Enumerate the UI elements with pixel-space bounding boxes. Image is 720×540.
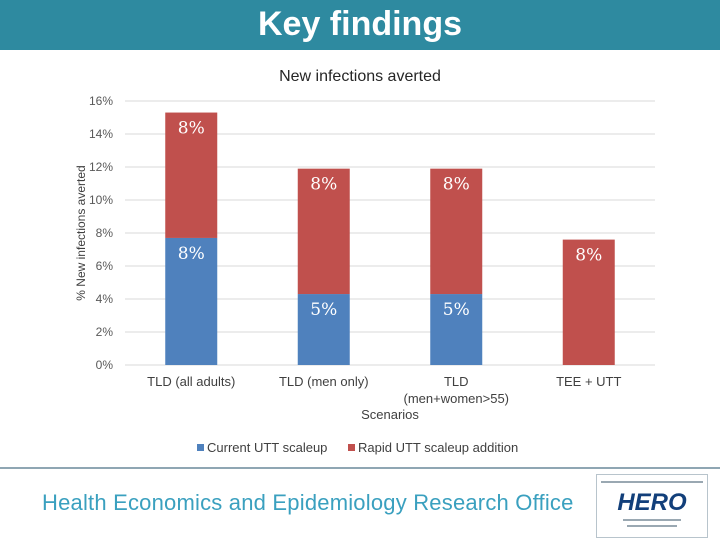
y-tick-label: 6% <box>96 259 114 273</box>
bar-segment <box>297 294 350 365</box>
y-axis-label: % New infections averted <box>74 165 88 300</box>
y-tick-label: 10% <box>89 193 113 207</box>
x-tick-label: TLD (men only) <box>279 374 369 389</box>
bar-segment <box>430 168 483 295</box>
data-label: 8% <box>310 175 337 195</box>
data-label: 8% <box>178 244 205 264</box>
data-label: 8% <box>178 119 205 139</box>
y-tick-label: 0% <box>96 358 114 372</box>
legend-entry: Rapid UTT scaleup addition <box>358 440 518 455</box>
page-title: Key findings <box>257 5 463 43</box>
y-tick-label: 8% <box>96 226 114 240</box>
bar-segment <box>165 112 218 238</box>
logo-wordmark: HERO <box>617 489 687 516</box>
x-axis-label: Scenarios <box>361 407 419 422</box>
y-tick-label: 4% <box>96 292 114 306</box>
legend-swatch <box>197 444 204 451</box>
data-label: 8% <box>575 246 602 266</box>
legend-swatch <box>348 444 355 451</box>
logo-top-line <box>601 481 703 483</box>
bar-segment <box>165 237 218 365</box>
title-banner: Key findings <box>0 0 720 50</box>
x-tick-label: (men+women>55) <box>404 391 510 406</box>
bar-segment <box>430 294 483 365</box>
office-name: Health Economics and Epidemiology Resear… <box>42 490 574 515</box>
footer-divider <box>0 467 720 469</box>
stacked-bar-chart: 0% 2% 4% 6% 8% 10% 12% 14% 16% New infections ave… <box>74 68 655 455</box>
data-label: 5% <box>443 300 470 320</box>
y-tick-label: 12% <box>89 160 113 174</box>
data-label: 5% <box>310 300 337 320</box>
bar-segment <box>562 239 615 365</box>
x-tick-label: TEE + UTT <box>556 374 621 389</box>
hero-logo: HERO <box>596 474 708 538</box>
chart-title: New infections averted <box>279 68 441 85</box>
data-label: 8% <box>443 175 470 195</box>
y-tick-label: 14% <box>89 127 113 141</box>
x-tick-label: TLD <box>444 374 469 389</box>
x-tick-label: TLD (all adults) <box>147 374 235 389</box>
y-tick-label: 16% <box>89 94 113 108</box>
logo-subline <box>627 525 677 527</box>
bar-segment <box>297 168 350 295</box>
logo-subline <box>623 519 681 521</box>
legend-entry: Current UTT scaleup <box>207 440 327 455</box>
y-tick-label: 2% <box>96 325 114 339</box>
